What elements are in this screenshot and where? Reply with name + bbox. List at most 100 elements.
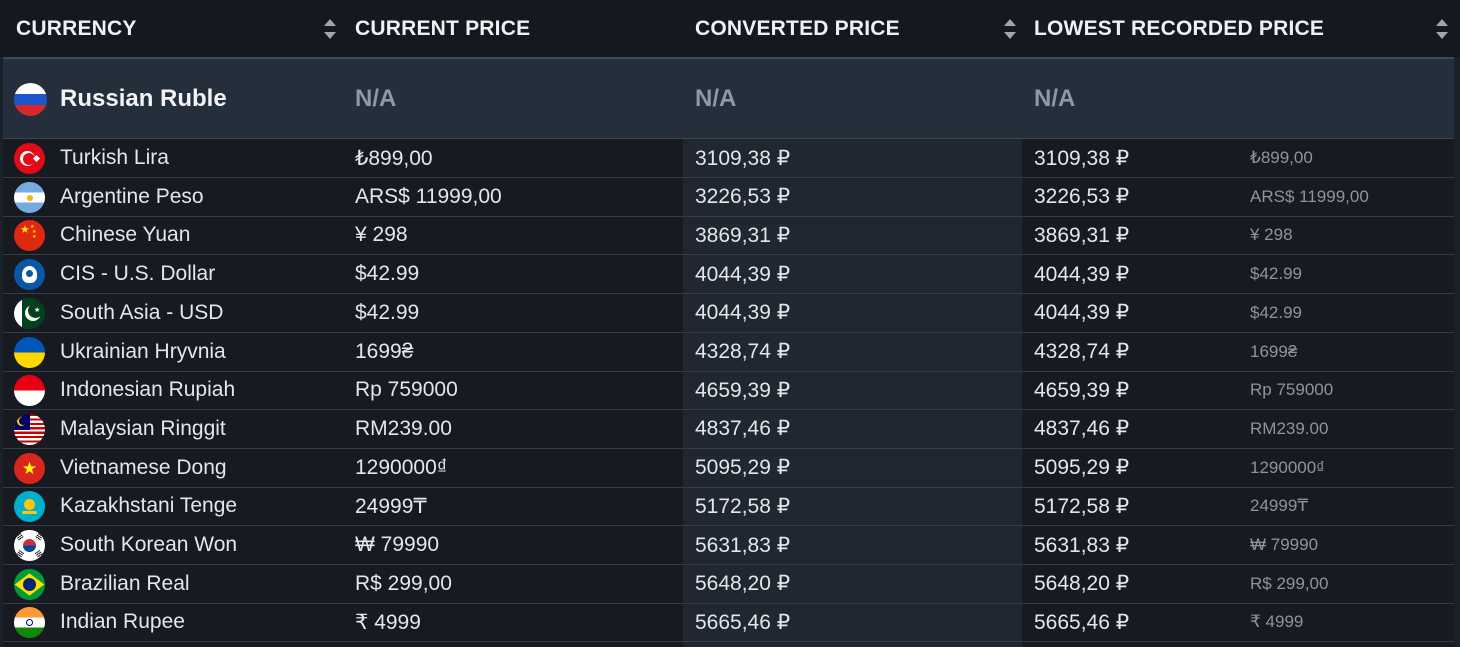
sort-lowest-price-icon[interactable] bbox=[1436, 18, 1448, 40]
current-price: RM239.00 bbox=[355, 416, 452, 440]
lowest-original-price: ₹ 4999 bbox=[1250, 612, 1304, 632]
currency-name: CIS - U.S. Dollar bbox=[60, 262, 216, 286]
table-row[interactable]: Turkish Lira ₺899,00 3109,38 ₽ 3109,38 ₽ ₺89… bbox=[3, 139, 1454, 178]
india-flag-icon bbox=[14, 607, 45, 639]
malaysia-flag-icon bbox=[14, 413, 45, 445]
table-row[interactable]: South Korean Won ₩ 79990 5631,83 ₽ 5631,83 … bbox=[3, 526, 1454, 565]
lowest-converted-price: 5172,58 ₽ bbox=[1034, 494, 1130, 518]
currency-name: South Asia - USD bbox=[60, 300, 224, 324]
currency-name: Brazilian Real bbox=[60, 571, 190, 595]
currency-column-background bbox=[3, 57, 343, 647]
current-price: ₹ 4999 bbox=[355, 610, 421, 634]
current-price: 1699₴ bbox=[355, 339, 414, 363]
lowest-converted-price: 4044,39 ₽ bbox=[1034, 262, 1130, 286]
table-row[interactable]: Malaysian Ringgit RM239.00 4837,46 ₽ 4837,4… bbox=[3, 410, 1454, 449]
converted-price: 5172,58 ₽ bbox=[695, 494, 791, 518]
current-price: 24999₸ bbox=[355, 494, 427, 518]
converted-price: 4328,74 ₽ bbox=[695, 340, 791, 363]
lowest-converted-price: 3869,31 ₽ bbox=[1034, 223, 1130, 247]
lowest-original-price: 24999₸ bbox=[1250, 496, 1309, 516]
currency-name: Indian Rupee bbox=[60, 610, 185, 634]
lowest-original-price: RM239.00 bbox=[1250, 418, 1329, 438]
featured-converted-price: N/A bbox=[695, 85, 737, 112]
converted-price-column-background bbox=[683, 57, 1022, 647]
lowest-price-column-background bbox=[1022, 57, 1454, 647]
converted-price: 5095,29 ₽ bbox=[695, 456, 791, 480]
current-price: ₩ 79990 bbox=[355, 533, 440, 556]
converted-price-column-header[interactable]: CONVERTED PRICE bbox=[695, 16, 900, 40]
lowest-recorded-price-column-header[interactable]: LOWEST RECORDED PRICE bbox=[1034, 16, 1325, 40]
lowest-converted-price: 5648,20 ₽ bbox=[1034, 572, 1130, 596]
table-row[interactable]: ★ South Asia - USD $42.99 4044,39 ₽ 4044,39 … bbox=[3, 294, 1454, 333]
current-price: ARS$ 11999,00 bbox=[355, 184, 502, 208]
argentina-flag-icon bbox=[14, 181, 45, 213]
indonesia-flag-icon bbox=[14, 375, 45, 407]
featured-currency-row[interactable]: Russian Ruble N/A N/A N/A bbox=[3, 57, 1454, 139]
featured-current-price: N/A bbox=[355, 85, 397, 112]
converted-price: 4044,39 ₽ bbox=[695, 301, 791, 325]
china-flag-icon: ★ ★ ★ ★ bbox=[14, 220, 45, 252]
lowest-converted-price: 5665,46 ₽ bbox=[1034, 610, 1130, 634]
russia-flag-icon bbox=[14, 83, 47, 116]
current-price: $42.99 bbox=[355, 300, 420, 324]
table-row[interactable]: Indonesian Rupiah Rp 759000 4659,39 ₽ 4659,… bbox=[3, 371, 1454, 411]
current-price-column-background bbox=[343, 57, 683, 647]
table-row[interactable]: Ukrainian Hryvnia 1699₴ 4328,74 ₽ 4328,74 ₽… bbox=[3, 333, 1454, 372]
table-row[interactable]: Indian Rupee ₹ 4999 5665,46 ₽ 5665,46 ₽ ₹ 49… bbox=[3, 603, 1454, 643]
lowest-converted-price: 4044,39 ₽ bbox=[1034, 301, 1130, 325]
table-row[interactable]: ★ Vietnamese Dong 1290000₫ 5095,29 ₽ 5095,29… bbox=[3, 449, 1454, 488]
cis-flag-icon bbox=[14, 259, 45, 291]
kazakhstan-flag-icon bbox=[14, 491, 45, 523]
currency-name: Malaysian Ringgit bbox=[60, 416, 226, 440]
lowest-converted-price: 4328,74 ₽ bbox=[1034, 340, 1130, 363]
lowest-converted-price: 4659,39 ₽ bbox=[1034, 378, 1130, 402]
sort-currency-icon[interactable] bbox=[324, 18, 336, 40]
lowest-converted-price: 3226,53 ₽ bbox=[1034, 185, 1130, 209]
table-row[interactable]: CIS - U.S. Dollar $42.99 4044,39 ₽ 4044,39 … bbox=[3, 255, 1454, 295]
current-price: 1290000₫ bbox=[355, 455, 448, 479]
featured-lowest-price: N/A bbox=[1034, 85, 1076, 112]
south-korea-flag-icon bbox=[14, 530, 45, 561]
table-row[interactable]: Brazilian Real R$ 299,00 5648,20 ₽ 5648,20 … bbox=[3, 565, 1454, 604]
converted-price: 3869,31 ₽ bbox=[695, 223, 791, 247]
converted-price: 4837,46 ₽ bbox=[695, 417, 791, 441]
currency-name: Turkish Lira bbox=[60, 146, 169, 169]
table-row[interactable]: Argentine Peso ARS$ 11999,00 3226,53 ₽ 3226… bbox=[3, 178, 1454, 217]
table-row[interactable]: ★ ★ ★ ★ Chinese Yuan ¥ 298 3869,31 ₽ 3869,31 ₽ ¥… bbox=[3, 216, 1454, 256]
current-price: ¥ 298 bbox=[355, 223, 408, 247]
pakistan-flag-icon: ★ bbox=[14, 297, 45, 329]
lowest-converted-price: 4837,46 ₽ bbox=[1034, 417, 1130, 441]
currency-name: Chinese Yuan bbox=[60, 223, 191, 247]
current-price: Rp 759000 bbox=[355, 378, 458, 402]
lowest-converted-price: 5095,29 ₽ bbox=[1034, 456, 1130, 480]
lowest-original-price: 1699₴ bbox=[1250, 341, 1298, 361]
currency-name: Indonesian Rupiah bbox=[60, 378, 236, 402]
converted-price: 3109,38 ₽ bbox=[695, 146, 791, 170]
converted-price: 5665,46 ₽ bbox=[695, 610, 791, 634]
table-header: CURRENCY CURRENT PRICE CONVERTED PRICE L… bbox=[0, 0, 1460, 57]
lowest-original-price: $42.99 bbox=[1250, 264, 1302, 284]
lowest-converted-price: 3109,38 ₽ bbox=[1034, 146, 1130, 170]
lowest-original-price: ARS$ 11999,00 bbox=[1250, 186, 1369, 206]
sort-converted-price-icon[interactable] bbox=[1004, 18, 1016, 40]
current-price: $42.99 bbox=[355, 262, 420, 286]
currency-name: Kazakhstani Tenge bbox=[60, 494, 238, 518]
lowest-original-price: Rp 759000 bbox=[1250, 380, 1334, 400]
converted-price: 5631,83 ₽ bbox=[695, 533, 791, 557]
lowest-converted-price: 5631,83 ₽ bbox=[1034, 533, 1130, 557]
lowest-original-price: 1290000₫ bbox=[1250, 457, 1325, 477]
currency-name: Vietnamese Dong bbox=[60, 455, 227, 479]
converted-price: 4044,39 ₽ bbox=[695, 262, 791, 286]
current-price-column-header[interactable]: CURRENT PRICE bbox=[355, 16, 531, 40]
current-price: R$ 299,00 bbox=[355, 571, 452, 595]
currency-column-header[interactable]: CURRENCY bbox=[16, 16, 137, 40]
lowest-original-price: $42.99 bbox=[1250, 302, 1302, 322]
current-price: ₺899,00 bbox=[355, 146, 433, 170]
lowest-original-price: ₩ 79990 bbox=[1250, 535, 1319, 554]
lowest-original-price: ₺899,00 bbox=[1250, 148, 1313, 167]
turkey-flag-icon bbox=[14, 143, 45, 174]
converted-price: 5648,20 ₽ bbox=[695, 572, 791, 596]
currency-name: Ukrainian Hryvnia bbox=[60, 339, 226, 363]
table-row[interactable]: Kazakhstani Tenge 24999₸ 5172,58 ₽ 5172,58 … bbox=[3, 487, 1454, 527]
